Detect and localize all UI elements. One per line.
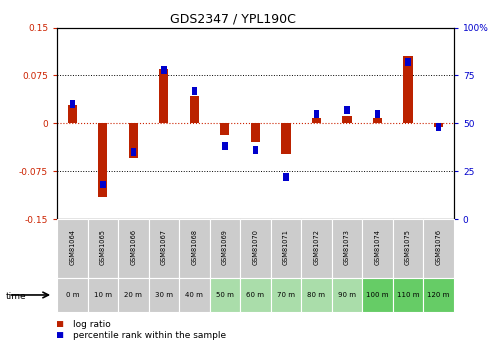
Bar — [271, 219, 301, 278]
Bar — [57, 219, 88, 278]
Text: GSM81064: GSM81064 — [69, 229, 75, 265]
Bar — [301, 219, 332, 278]
Text: 110 m: 110 m — [397, 292, 419, 298]
Bar — [159, 69, 169, 123]
Text: GSM81071: GSM81071 — [283, 229, 289, 265]
Bar — [283, 173, 289, 181]
Bar — [118, 219, 149, 278]
Bar — [222, 142, 228, 150]
Text: GSM81068: GSM81068 — [191, 229, 197, 265]
Bar — [423, 219, 454, 278]
Text: time: time — [6, 292, 27, 300]
Text: GSM81065: GSM81065 — [100, 229, 106, 265]
Bar — [98, 123, 108, 197]
Bar — [149, 219, 179, 278]
Text: GSM81074: GSM81074 — [374, 229, 380, 265]
Bar — [393, 219, 423, 278]
Text: 90 m: 90 m — [338, 292, 356, 298]
Bar — [312, 118, 321, 123]
Bar — [68, 106, 77, 123]
Text: GSM81066: GSM81066 — [130, 229, 136, 265]
Bar — [362, 278, 393, 312]
Text: 30 m: 30 m — [155, 292, 173, 298]
Bar — [240, 278, 271, 312]
Text: GSM81075: GSM81075 — [405, 229, 411, 265]
Text: 120 m: 120 m — [428, 292, 450, 298]
Bar — [240, 219, 271, 278]
Bar — [373, 118, 382, 123]
Text: log ratio: log ratio — [73, 320, 111, 329]
Text: ■: ■ — [57, 319, 63, 329]
Text: GSM81073: GSM81073 — [344, 229, 350, 265]
Text: 60 m: 60 m — [247, 292, 264, 298]
Text: GSM81072: GSM81072 — [313, 229, 319, 265]
Bar — [332, 278, 362, 312]
Text: GDS2347 / YPL190C: GDS2347 / YPL190C — [170, 12, 296, 25]
Bar — [403, 56, 413, 123]
Bar — [375, 110, 380, 118]
Text: 100 m: 100 m — [366, 292, 389, 298]
Bar — [100, 181, 106, 188]
Bar — [149, 278, 179, 312]
Text: 20 m: 20 m — [124, 292, 142, 298]
Bar — [252, 146, 258, 154]
Text: GSM81076: GSM81076 — [435, 229, 441, 265]
Bar — [57, 278, 88, 312]
Bar — [118, 278, 149, 312]
Bar — [436, 124, 441, 131]
Bar — [191, 87, 197, 95]
Text: GSM81070: GSM81070 — [252, 229, 258, 265]
Bar — [179, 278, 210, 312]
Bar — [434, 123, 443, 127]
Bar — [301, 278, 332, 312]
Bar — [344, 106, 350, 114]
Text: 0 m: 0 m — [65, 292, 79, 298]
Bar — [161, 66, 167, 73]
Text: GSM81067: GSM81067 — [161, 229, 167, 265]
Bar — [332, 219, 362, 278]
Bar — [393, 278, 423, 312]
Bar — [271, 278, 301, 312]
Bar — [210, 219, 240, 278]
Text: 50 m: 50 m — [216, 292, 234, 298]
Bar — [69, 100, 75, 108]
Bar — [88, 219, 118, 278]
Text: ■: ■ — [57, 331, 63, 340]
Text: GSM81069: GSM81069 — [222, 229, 228, 265]
Bar — [88, 278, 118, 312]
Bar — [362, 219, 393, 278]
Bar — [179, 219, 210, 278]
Bar — [220, 123, 230, 135]
Bar — [342, 116, 352, 123]
Bar — [251, 123, 260, 142]
Bar — [423, 278, 454, 312]
Text: 40 m: 40 m — [186, 292, 203, 298]
Bar — [314, 110, 319, 118]
Bar — [190, 96, 199, 123]
Bar — [281, 123, 291, 154]
Text: percentile rank within the sample: percentile rank within the sample — [73, 331, 227, 340]
Bar — [210, 278, 240, 312]
Bar — [129, 123, 138, 158]
Text: 70 m: 70 m — [277, 292, 295, 298]
Bar — [130, 148, 136, 156]
Text: 10 m: 10 m — [94, 292, 112, 298]
Text: 80 m: 80 m — [308, 292, 325, 298]
Bar — [405, 58, 411, 66]
